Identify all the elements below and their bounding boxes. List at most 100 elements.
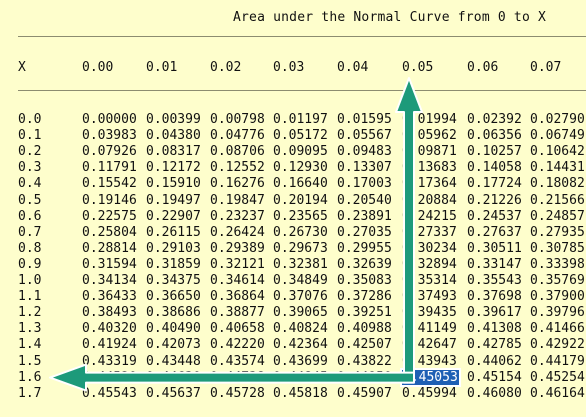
table-cell: 0.27637 [467, 224, 522, 240]
table-cell: 0.22575 [82, 208, 137, 224]
top-divider [18, 36, 586, 37]
table-cell: 0.30234 [402, 240, 457, 256]
table-cell: 0.12930 [273, 160, 328, 176]
table-cell: 0.04380 [146, 128, 201, 144]
row-label: 1.1 [18, 289, 42, 305]
table-cell: 0.00399 [146, 112, 201, 127]
table-cell: 0.39617 [467, 305, 522, 321]
table-cell: 0.05172 [273, 128, 328, 144]
table-cell: 0.42922 [530, 337, 585, 353]
table-cell: 0.37076 [273, 289, 328, 305]
row-label: 1.6 [18, 369, 42, 385]
table-cell: 0.35769 [530, 273, 585, 288]
row-label: 0.4 [18, 176, 42, 192]
table-cell: 0.40320 [82, 321, 137, 337]
table-cell: 0.35314 [402, 273, 457, 288]
table-cell: 0.09483 [337, 144, 392, 160]
table-cell: 0.21226 [467, 192, 522, 208]
table-cell: 0.14058 [467, 160, 522, 176]
table-cell: 0.26115 [146, 224, 201, 240]
table-cell: 0.33398 [530, 256, 585, 272]
x-header: X [18, 60, 26, 75]
table-cell: 0.09095 [273, 144, 328, 160]
table-cell: 0.09871 [402, 144, 457, 160]
table-cell: 0.13307 [337, 160, 392, 176]
table-cell: 0.16276 [210, 176, 265, 192]
table-cell: 0.37493 [402, 289, 457, 305]
arrow-left-icon [49, 363, 415, 392]
table-cell: 0.34849 [273, 273, 328, 288]
table-cell: 0.08317 [146, 144, 201, 160]
table-cell: 0.38877 [210, 305, 265, 321]
table-cell: 0.46164 [530, 385, 585, 401]
row-label: 0.2 [18, 144, 42, 160]
table-cell: 0.45254 [530, 369, 585, 385]
table-cell: 0.43699 [273, 353, 328, 369]
table-cell: 0.36650 [146, 289, 201, 305]
row-label: 1.2 [18, 305, 42, 321]
column-header: 0.07 [530, 60, 562, 75]
table-cell: 0.45154 [467, 369, 522, 385]
table-cell: 0.12552 [210, 160, 265, 176]
table-cell: 0.37286 [337, 289, 392, 305]
table-cell: 0.29955 [337, 240, 392, 256]
row-label: 0.1 [18, 128, 42, 144]
table-cell: 0.32121 [210, 256, 265, 272]
table-cell: 0.36864 [210, 289, 265, 305]
column-header: 0.04 [337, 60, 369, 75]
table-cell: 0.40658 [210, 321, 265, 337]
column-header: 0.05 [402, 60, 434, 75]
table-cell: 0.39796 [530, 305, 585, 321]
table-cell: 0.27337 [402, 224, 457, 240]
table-cell: 0.23891 [337, 208, 392, 224]
row-label: 1.4 [18, 337, 42, 353]
row-label: 1.5 [18, 353, 42, 369]
column-header: 0.03 [273, 60, 305, 75]
table-cell: 0.40824 [273, 321, 328, 337]
table-cell: 0.45728 [210, 385, 265, 401]
row-label: 0.5 [18, 192, 42, 208]
table-cell: 0.44062 [467, 353, 522, 369]
table-cell: 0.42785 [467, 337, 522, 353]
table-cell: 0.06749 [530, 128, 585, 144]
table-cell: 0.41149 [402, 321, 457, 337]
table-cell: 0.18082 [530, 176, 585, 192]
table-cell: 0.44179 [530, 353, 585, 369]
table-cell: 0.43822 [337, 353, 392, 369]
row-label: 0.8 [18, 240, 42, 256]
table-cell: 0.30511 [467, 240, 522, 256]
table-cell: 0.33147 [467, 256, 522, 272]
table-cell: 0.43574 [210, 353, 265, 369]
table-cell: 0.32639 [337, 256, 392, 272]
highlighted-cell: 0.45053 [400, 367, 461, 387]
table-cell: 0.23565 [273, 208, 328, 224]
table-cell: 0.30785 [530, 240, 585, 256]
table-cell: 0.34375 [146, 273, 201, 288]
table-cell: 0.45637 [146, 385, 201, 401]
table-cell: 0.35543 [467, 273, 522, 288]
table-cell: 0.19497 [146, 192, 201, 208]
table-cell: 0.24537 [467, 208, 522, 224]
column-header: 0.01 [146, 60, 178, 75]
table-cell: 0.03983 [82, 128, 137, 144]
table-cell: 0.34614 [210, 273, 265, 288]
table-cell: 0.06356 [467, 128, 522, 144]
table-cell: 0.05962 [402, 128, 457, 144]
table-cell: 0.45543 [82, 385, 137, 401]
table-cell: 0.01197 [273, 112, 328, 127]
table-cell: 0.42647 [402, 337, 457, 353]
table-cell: 0.17724 [467, 176, 522, 192]
table-cell: 0.40988 [337, 321, 392, 337]
table-cell: 0.21566 [530, 192, 585, 208]
table-cell: 0.01595 [337, 112, 392, 127]
table-cell: 0.39435 [402, 305, 457, 321]
table-cell: 0.37698 [467, 289, 522, 305]
table-cell: 0.38493 [82, 305, 137, 321]
table-cell: 0.41924 [82, 337, 137, 353]
row-label: 0.7 [18, 224, 42, 240]
table-cell: 0.11791 [82, 160, 137, 176]
table-cell: 0.36433 [82, 289, 137, 305]
table-cell: 0.01994 [402, 112, 457, 127]
table-cell: 0.43319 [82, 353, 137, 369]
